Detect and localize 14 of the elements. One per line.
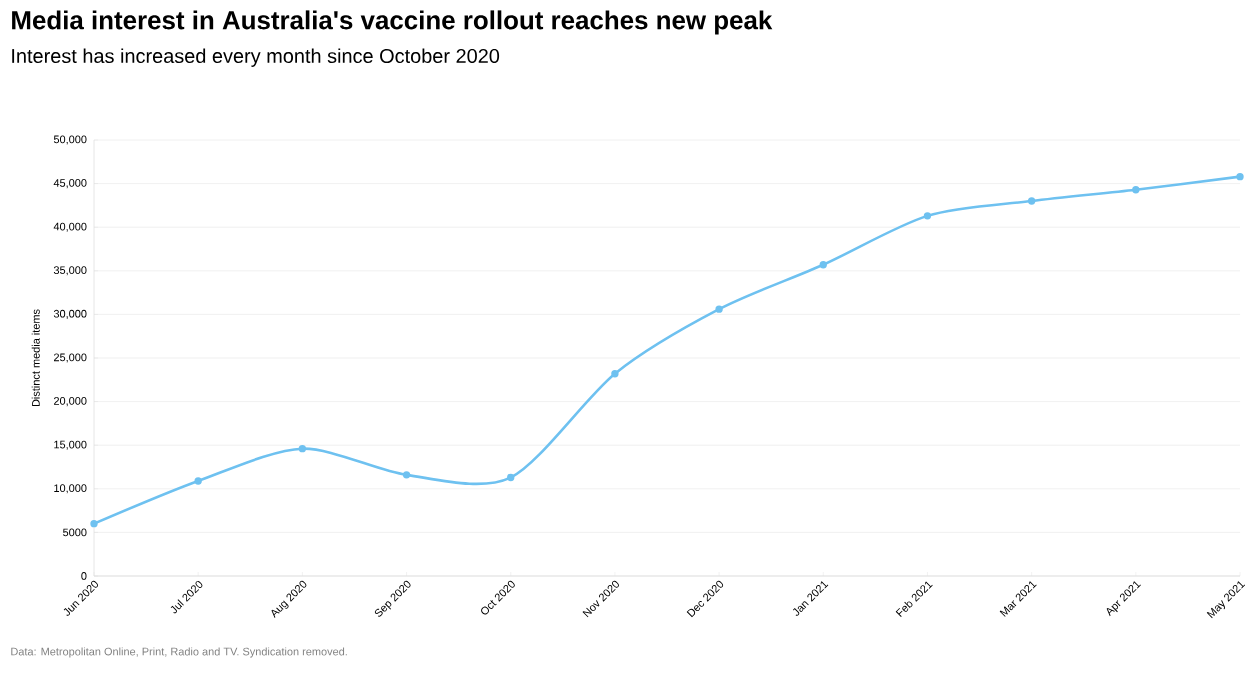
point — [194, 477, 202, 485]
chart-title: Media interest in Australia's vaccine rollout reaches new peak — [12, 10, 773, 35]
chart-subtitle: Interest has increased every month since October 2020 — [12, 48, 500, 67]
point — [507, 473, 515, 482]
point — [1027, 197, 1036, 205]
point — [611, 370, 619, 378]
point — [819, 261, 827, 269]
point — [402, 471, 411, 479]
point — [715, 305, 723, 313]
point — [1132, 186, 1140, 194]
point — [298, 445, 307, 453]
point — [90, 519, 98, 528]
point — [923, 212, 932, 220]
point — [1236, 172, 1244, 181]
